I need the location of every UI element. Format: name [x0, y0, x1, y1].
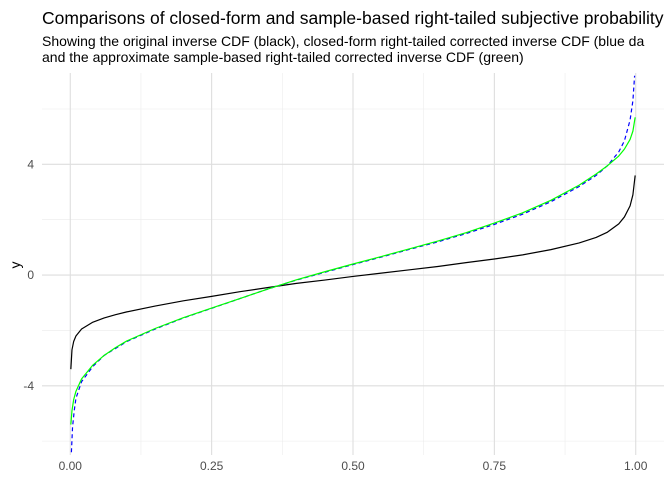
- x-axis-tick-labels: 0.00 0.25 0.50 0.75 1.00: [59, 459, 648, 473]
- y-tick-label: -4: [23, 379, 34, 393]
- chart-subtitle-line-1: Showing the original inverse CDF (black)…: [42, 33, 644, 49]
- x-tick-label: 1.00: [624, 459, 648, 473]
- y-tick-label: 4: [27, 157, 34, 171]
- series-line-1: [70, 175, 636, 370]
- y-axis-title: y: [7, 262, 23, 269]
- x-tick-label: 0.75: [483, 459, 507, 473]
- x-tick-label: 0.25: [200, 459, 224, 473]
- chart-subtitle-line-2: and the approximate sample-based right-t…: [42, 49, 524, 65]
- x-tick-label: 0.50: [341, 459, 365, 473]
- x-tick-label: 0.00: [59, 459, 83, 473]
- y-axis-tick-labels: -4 0 4: [23, 157, 34, 392]
- series-lines: [70, 75, 636, 453]
- chart-title: Comparisons of closed-form and sample-ba…: [42, 8, 664, 28]
- series-line-3: [70, 117, 636, 425]
- y-tick-label: 0: [27, 268, 34, 282]
